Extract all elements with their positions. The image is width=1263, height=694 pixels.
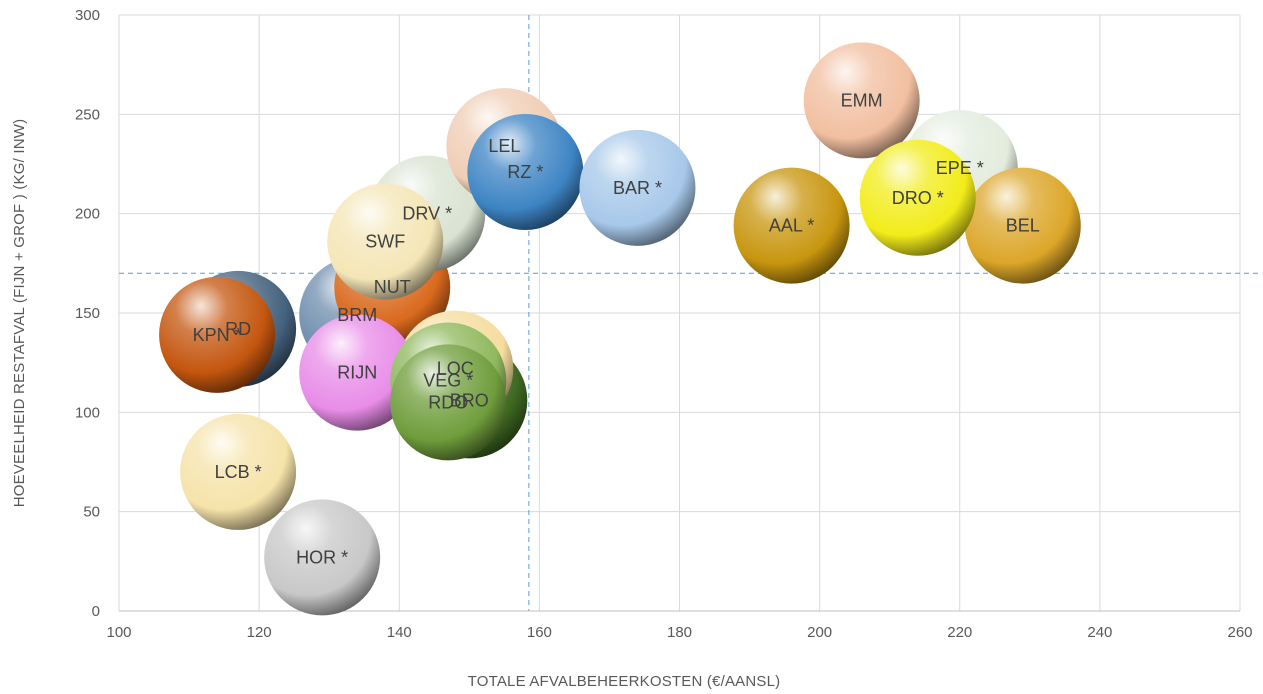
y-tick-label: 50 [83, 504, 100, 521]
bubble-lcb [180, 413, 297, 530]
x-tick-label: 240 [1087, 624, 1112, 641]
x-tick-label: 220 [947, 624, 972, 641]
bubble-label: DRO * [892, 188, 944, 208]
bubble-label: LEL [488, 136, 520, 156]
bubble-label: AAL * [769, 216, 814, 236]
bubble-label: RD [225, 319, 251, 339]
bubble-aal [733, 167, 850, 284]
x-tick-label: 200 [807, 624, 832, 641]
bubble-label: EMM [841, 90, 883, 110]
x-axis-title: TOTALE AFVALBEHEERKOSTEN (€/AANSL) [468, 673, 781, 689]
y-tick-label: 150 [75, 305, 100, 322]
bubble-label: NUT [374, 277, 411, 297]
bubble-emm [803, 42, 920, 159]
x-tick-label: 120 [247, 624, 272, 641]
bubble-label: BRO [450, 390, 489, 410]
bubble-label: HOR * [296, 547, 348, 567]
bubble-label: SWF [365, 231, 405, 251]
x-tick-label: 260 [1227, 624, 1252, 641]
bubble-label: RIJN [337, 363, 377, 383]
bubble-label: BEL [1006, 216, 1040, 236]
y-tick-label: 250 [75, 106, 100, 123]
y-tick-label: 100 [75, 404, 100, 421]
bubble-hor [264, 499, 381, 616]
bubble-label: RZ * [507, 162, 543, 182]
bubble-label: DRV * [402, 204, 452, 224]
bubble-rz [467, 113, 584, 230]
y-tick-label: 300 [75, 7, 100, 24]
bubble-bar [579, 129, 696, 246]
bubble-label: VEG * [423, 371, 473, 391]
bubble-dro [859, 139, 976, 256]
bubble-label: LCB * [215, 462, 262, 482]
bubble-swf [327, 183, 444, 300]
bubble-label: LOC [437, 359, 474, 379]
x-tick-label: 140 [387, 624, 412, 641]
bubble-bel [964, 167, 1081, 284]
y-tick-label: 200 [75, 206, 100, 223]
bubbles [159, 42, 1081, 616]
bubble-label: BRM [337, 305, 377, 325]
bubble-label: KPN * [193, 325, 242, 345]
bubble-kpn [159, 276, 276, 393]
bubble-label: BAR * [613, 178, 662, 198]
x-tick-label: 180 [667, 624, 692, 641]
bubble-label: EPE * [936, 158, 984, 178]
bubble-rdo [390, 344, 507, 461]
bubble-rijn [299, 314, 416, 431]
y-axis-title: HOEVEELHEID RESTAFVAL (FIJN + GROF ) (KG… [11, 119, 28, 508]
bubble-label: RDO [428, 392, 468, 412]
x-tick-label: 100 [106, 624, 131, 641]
x-tick-label: 160 [527, 624, 552, 641]
y-tick-label: 0 [92, 603, 100, 620]
